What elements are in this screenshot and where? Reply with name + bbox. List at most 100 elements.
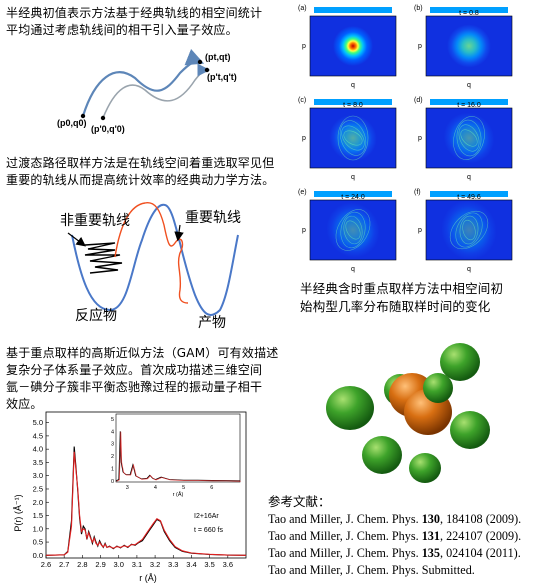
phase-filament (345, 220, 361, 240)
references-title: 参考文献： (268, 494, 331, 509)
label-end: (pt,qt) (205, 52, 230, 62)
phase-filament (341, 125, 365, 151)
references: 参考文献： Tao and Miller, J. Chem. Phys. 130… (268, 493, 521, 579)
reference-rest: , 024104 (2011). (439, 546, 521, 560)
x-tick-label: 2.7 (59, 560, 69, 569)
phase-panel: (d) t = 16.0 p q (414, 97, 513, 181)
phase-filament (456, 119, 482, 157)
phase-density (447, 24, 491, 68)
chart-annotation-time: t = 660 fs (194, 527, 223, 534)
inset-y-tick-label: 5 (111, 417, 114, 423)
argon-atom (326, 386, 374, 430)
phase-axis-q: q (351, 174, 355, 181)
pointer-unimportant (67, 232, 86, 247)
y-tick-label: 4.5 (33, 431, 43, 440)
phase-filament (453, 116, 485, 160)
chart-frame (45, 411, 247, 559)
phase-panel-frame (309, 15, 397, 77)
label-important: 重要轨线 (185, 210, 241, 226)
start-point-2 (100, 115, 106, 121)
y-tick-label: 0.5 (33, 538, 43, 547)
inset-frame (115, 413, 241, 483)
label-end-2: (p't,q't) (207, 72, 237, 82)
phase-filament (339, 120, 367, 156)
phase-panel-letter: (f) (414, 189, 421, 196)
phase-axis-q: q (467, 174, 471, 181)
phase-panel-frame (425, 15, 513, 77)
phase-axis-q: q (467, 266, 471, 273)
pointer-important (174, 224, 184, 242)
phase-axis-p: p (418, 227, 422, 234)
phase-filament (337, 115, 369, 161)
x-tick-label: 2.8 (77, 560, 87, 569)
x-tick-label: 3.1 (132, 560, 142, 569)
gam-line-1: 基于重点取样的高斯近似方法（GAM）可有效描述 (6, 346, 279, 360)
label-product: 产物 (198, 315, 226, 331)
intro-line-1: 半经典初值表示方法基于经典轨线的相空间统计 (6, 6, 263, 20)
phase-panel-frame (425, 107, 513, 169)
phase-filament (343, 130, 363, 146)
phase-filament (335, 209, 371, 251)
phase-panel: (e) t = 24.0 p q (298, 189, 397, 273)
phase-density (333, 26, 373, 66)
intro-line-2: 平均通过考虑轨线间的相干引入量子效应。 (6, 23, 238, 37)
argon-atom (440, 343, 480, 381)
phase-panel-letter: (a) (298, 5, 307, 12)
reference-volume: 131 (421, 529, 440, 543)
important-trajectory (114, 202, 189, 304)
reference-rest: , 224107 (2009). (439, 529, 522, 543)
argon-atom (450, 411, 490, 449)
y-tick-label: 1.5 (33, 511, 43, 520)
phase-panel-letter: (c) (298, 97, 306, 104)
colorbar (314, 7, 392, 13)
phase-axis-p: p (302, 135, 306, 142)
chart-xlabel: r (Å) (139, 573, 157, 583)
trajectory-diagram: (pt,qt) (p't,q't) (p0,q0) (p'0,q'0) (57, 48, 237, 134)
phase-filament (462, 219, 476, 241)
trajectory-curve-1 (81, 48, 205, 117)
phase-filament (343, 215, 363, 245)
phase-panel-letter: (d) (414, 97, 423, 104)
gam-paragraph: 基于重点取样的高斯近似方法（GAM）可有效描述 复杂分子体系量子效应。首次成功描… (6, 345, 296, 413)
phase-panel: (f) t = 49.6 p q (414, 189, 513, 273)
phase-density (326, 202, 380, 258)
reference-authors: Tao and Miller, J. Chem. Phys. (268, 512, 422, 526)
inset-x-tick-label: 4 (154, 485, 157, 491)
phase-filament (458, 124, 480, 152)
gam-line-3: 氩－碘分子簇非平衡态驰豫过程的振动量子相干 (6, 380, 263, 394)
phase-panel-frame (425, 199, 513, 261)
phase-axis-p: p (302, 43, 306, 50)
inset-x-tick-label: 6 (210, 485, 213, 491)
phase-panel-time: t = 16.0 (457, 102, 481, 109)
reference-item: Tao and Miller, J. Chem. Phys. 131, 2241… (268, 528, 521, 545)
gam-line-2: 复杂分子体系量子效应。首次成功描述三维空间 (6, 363, 263, 377)
phase-panel-time: t = 49.6 (457, 194, 481, 201)
reference-volume: 135 (421, 546, 440, 560)
phase-panel-time: t = 24.0 (341, 194, 365, 201)
phase-filament (455, 212, 483, 248)
phase-filament (340, 211, 366, 249)
unimportant-trajectory (84, 242, 123, 274)
y-tick-label: 3.0 (33, 471, 43, 480)
phase-panel: (c) t = 8.0 p q (298, 97, 397, 181)
inset-line-gam (116, 431, 241, 482)
y-tick-label: 4.0 (33, 445, 43, 454)
phase-panel-letter: (b) (414, 5, 423, 12)
phase-panel-time: t = 8.0 (343, 102, 363, 109)
x-tick-label: 3.4 (186, 560, 196, 569)
reference-authors: Tao and Miller, J. Chem. Phys. (268, 529, 422, 543)
gam-line-4: 效应。 (6, 397, 43, 411)
x-tick-label: 2.9 (95, 560, 105, 569)
reference-authors: Tao and Miller, J. Chem. Phys. Submitted… (268, 563, 475, 577)
phase-panel-letter: (e) (298, 189, 307, 196)
phase-density (441, 200, 497, 260)
phase-density (443, 112, 495, 164)
series-line-1 (45, 451, 247, 556)
sampling-diagram (67, 202, 239, 316)
tps-paragraph: 过渡态路径取样方法是在轨线空间着重选取罕见但 重要的轨线从而提高统计效率的经典动… (6, 155, 286, 189)
reference-item: Tao and Miller, J. Chem. Phys. 135, 0241… (268, 545, 521, 562)
phase-filament (449, 210, 489, 250)
y-tick-label: 5.0 (33, 418, 43, 427)
x-tick-label: 3.3 (168, 560, 178, 569)
y-tick-label: 2.0 (33, 498, 43, 507)
